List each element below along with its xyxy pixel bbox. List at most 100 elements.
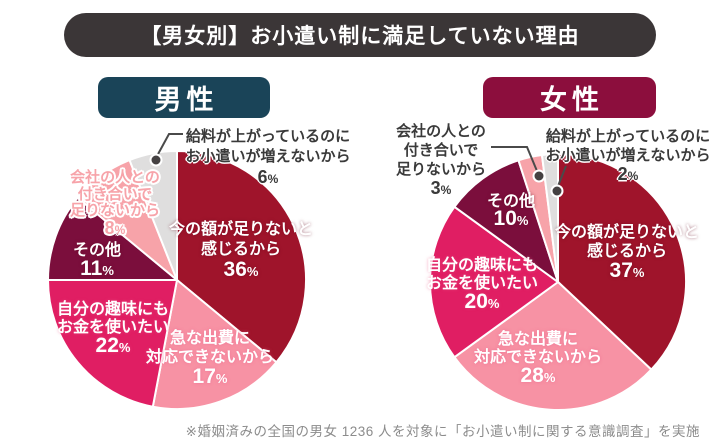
label-line: お小遣いが増えないから bbox=[185, 148, 351, 165]
label-line: 付き合いで bbox=[77, 185, 153, 203]
percent-sign: % bbox=[114, 222, 126, 237]
page-title-text: 【男女別】お小遣い制に満足していない理由 bbox=[140, 25, 580, 48]
male-label-other: その他 11% bbox=[37, 242, 157, 280]
male-label-sudden-expense: 急な出費に 対応できないから 17% bbox=[115, 329, 305, 388]
percent-sign: % bbox=[246, 264, 259, 279]
label-line: 感じるから bbox=[200, 241, 281, 258]
percent-value: 8% bbox=[35, 217, 195, 239]
female-header-badge: 女性 bbox=[483, 77, 656, 118]
percent-number: 11 bbox=[80, 257, 103, 280]
percent-sign: % bbox=[440, 183, 452, 197]
pie-slice-1 bbox=[151, 279, 278, 410]
pie-slice-0 bbox=[176, 150, 307, 364]
pie-slice-2 bbox=[429, 205, 559, 359]
female-label-company-socializing: 会社の人との 付き合いで 足りないから 3% bbox=[361, 122, 521, 200]
label-line: 急な出費に bbox=[169, 330, 250, 347]
label-line: 感じるから bbox=[586, 243, 667, 260]
label-line: お小遣いが増えないから bbox=[545, 147, 711, 164]
pie-slice-5 bbox=[128, 150, 178, 281]
percent-sign: % bbox=[487, 296, 500, 311]
female-label-hobby-spending: 自分の趣味にも お金を使いたい 20% bbox=[392, 257, 572, 313]
female-label-amount-insufficient: 今の額が足りないと 感じるから 37% bbox=[537, 223, 717, 282]
male-leader-line-salary-slice bbox=[156, 133, 183, 157]
label-line: 対応できないから bbox=[145, 349, 274, 366]
male-label-salary-raised: 給料が上がっているのに お小遣いが増えないから 6% bbox=[177, 127, 359, 189]
female-leader-dot-company-slice bbox=[532, 169, 546, 183]
percent-value: 10% bbox=[451, 207, 571, 230]
label-line: その他 bbox=[72, 242, 121, 259]
percent-value: 17% bbox=[115, 365, 305, 388]
female-pie-chart bbox=[429, 146, 687, 411]
male-leader-dot-salary-slice bbox=[149, 153, 163, 167]
footnote: ※婚姻済みの全国の男女 1236 人を対象に「お小遣い制に関する意識調査」を実施 bbox=[185, 424, 700, 439]
male-pie-slices bbox=[47, 150, 307, 410]
percent-number: 3 bbox=[430, 178, 441, 198]
label-line: その他 bbox=[486, 193, 535, 210]
percent-number: 20 bbox=[464, 290, 488, 313]
percent-sign: % bbox=[215, 371, 228, 386]
percent-sign: % bbox=[102, 263, 114, 278]
page-title: 【男女別】お小遣い制に満足していない理由 bbox=[64, 13, 656, 57]
label-line: 今の額が足りないと bbox=[554, 224, 699, 241]
male-header-badge: 男性 bbox=[98, 77, 270, 118]
percent-value: 3% bbox=[361, 179, 521, 200]
label-line: 足りないから bbox=[395, 161, 486, 178]
percent-value: 37% bbox=[537, 259, 717, 282]
male-header-text: 男性 bbox=[154, 85, 219, 115]
percent-number: 2 bbox=[617, 164, 628, 184]
label-line: 付き合いで bbox=[403, 142, 479, 159]
percent-number: 17 bbox=[192, 365, 216, 388]
percent-value: 20% bbox=[392, 290, 572, 313]
percent-sign: % bbox=[543, 370, 556, 385]
label-line: 給料が上がっているのに bbox=[185, 128, 351, 145]
label-line: お金を使いたい bbox=[425, 275, 538, 292]
female-label-sudden-expense: 急な出費に 対応できないから 28% bbox=[443, 331, 633, 387]
label-line: 対応できないから bbox=[473, 349, 602, 366]
percent-value: 2% bbox=[538, 165, 718, 186]
percent-number: 6 bbox=[257, 167, 268, 187]
male-label-hobby-spending: 自分の趣味にも お金を使いたい 22% bbox=[23, 301, 203, 357]
percent-value: 36% bbox=[151, 258, 331, 282]
label-line: 給料が上がっているのに bbox=[545, 128, 711, 145]
male-label-amount-insufficient: 今の額が足りないと 感じるから 36% bbox=[151, 220, 331, 282]
female-leader-line-salary-slice bbox=[557, 165, 567, 187]
female-pie-slices bbox=[429, 153, 687, 411]
label-line: 急な出費に bbox=[497, 331, 578, 348]
percent-sign: % bbox=[627, 169, 639, 183]
pie-slice-3 bbox=[47, 196, 178, 281]
label-line: 会社の人との bbox=[70, 169, 160, 186]
pie-slice-0 bbox=[557, 153, 687, 371]
female-leader-dot-salary-slice bbox=[550, 184, 564, 198]
percent-value: 22% bbox=[23, 334, 203, 357]
female-label-other: その他 10% bbox=[451, 193, 571, 229]
female-label-salary-raised: 給料が上がっているのに お小遣いが増えないから 2% bbox=[538, 127, 718, 186]
percent-number: 8 bbox=[104, 217, 115, 238]
percent-number: 22 bbox=[95, 334, 119, 357]
percent-sign: % bbox=[118, 340, 131, 355]
label-line: 会社の人との bbox=[396, 123, 486, 140]
chart-male: 男性 今の額が足りないと 感じるから 36% 急な出費に 対応できないから 17… bbox=[0, 60, 360, 430]
label-line: 今の額が足りないと bbox=[168, 221, 313, 238]
percent-sign: % bbox=[632, 265, 645, 280]
pie-slice-2 bbox=[47, 279, 178, 408]
percent-number: 10 bbox=[493, 207, 517, 230]
label-line: 自分の趣味にも bbox=[425, 257, 538, 274]
male-pie-chart bbox=[47, 133, 307, 410]
pie-slice-3 bbox=[453, 159, 559, 283]
percent-value: 11% bbox=[37, 257, 157, 280]
percent-value: 6% bbox=[177, 167, 359, 189]
pie-slice-1 bbox=[453, 281, 653, 411]
chart-female: 女性 今の額が足りないと 感じるから 37% 急な出費に 対応できないから 28… bbox=[360, 60, 720, 430]
female-header-text: 女性 bbox=[540, 85, 604, 115]
percent-number: 37 bbox=[609, 259, 633, 282]
percent-sign: % bbox=[516, 213, 529, 228]
percent-sign: % bbox=[267, 172, 279, 186]
male-label-company-socializing: 会社の人との 付き合いで 足りないから 8% bbox=[35, 169, 195, 239]
label-line: 足りないから bbox=[69, 202, 160, 219]
label-line: お金を使いたい bbox=[56, 319, 169, 336]
female-leader-line-company-slice bbox=[491, 146, 538, 172]
label-line: 自分の趣味にも bbox=[56, 301, 169, 318]
percent-number: 36 bbox=[223, 258, 247, 281]
percent-value: 28% bbox=[443, 365, 633, 387]
